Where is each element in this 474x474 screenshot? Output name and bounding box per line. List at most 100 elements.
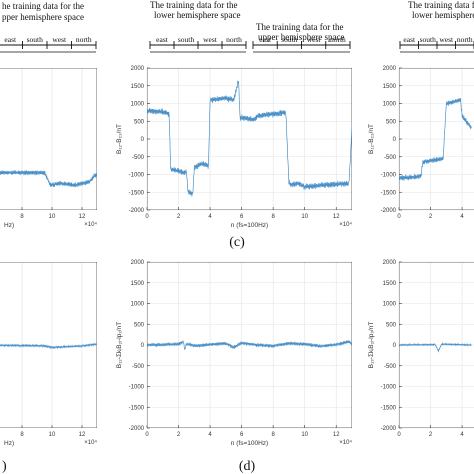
- segment-label-west: west: [439, 35, 454, 44]
- x-exponent: ×10⁴: [339, 221, 352, 228]
- y-axis-label: B₁₂-B₂₂/nT: [368, 124, 375, 154]
- y-tick-label: -2000: [381, 426, 397, 432]
- segment-label-north: north: [226, 35, 242, 44]
- upper-segment-row: east south west north: [252, 35, 351, 53]
- x-tick-label: 4: [208, 432, 212, 438]
- y-tick-label: 1000: [383, 102, 397, 108]
- segment-label-west: west: [307, 35, 322, 44]
- x-tick-label: 0: [145, 432, 149, 438]
- y-tick-label: -2000: [381, 208, 397, 214]
- x-tick-label: 10: [301, 432, 308, 438]
- y-tick-label: 500: [134, 119, 145, 125]
- upper-annotation-line1: The training data for the: [256, 22, 343, 32]
- x-tick-label: 6: [240, 214, 244, 220]
- segment-label-north: north: [76, 35, 92, 44]
- series-line: [147, 80, 352, 197]
- right-segment-row: east south west north: [399, 35, 474, 53]
- right-annotation: The training data for the lower hemisphe…: [408, 0, 474, 20]
- y-tick-label: 1500: [131, 281, 145, 287]
- chart-left-top-partial: 8 10 12×10⁴ Hz): [0, 68, 97, 229]
- series-line: [147, 339, 352, 351]
- lower-segment-row: east south west north: [149, 35, 247, 53]
- middle-annotations: The training data for the lower hemisphe…: [150, 0, 344, 42]
- series-line: [0, 169, 97, 188]
- y-axis-label: B₁₂-ΣkᵢB₂ᵢ-lp₂/nT: [116, 322, 123, 369]
- x-exponent: ×10⁴: [84, 221, 97, 228]
- x-tick-label: 8: [20, 214, 24, 220]
- x-tick-label: 8: [271, 432, 275, 438]
- segment-label-east: east: [4, 35, 17, 44]
- x-tick-label: 10: [301, 214, 308, 220]
- y-tick-label: 1500: [383, 84, 397, 90]
- y-tick-label: -1000: [381, 173, 397, 179]
- y-tick-label: -500: [384, 155, 397, 161]
- caption-left-partial: ): [2, 459, 7, 474]
- x-tick-label: 4: [460, 214, 464, 220]
- x-tick-label: 12: [333, 432, 340, 438]
- y-axis-label: B₁₃-ΣkᵢB₂ᵢ-lp₃/nT: [368, 322, 375, 369]
- y-tick-label: -1500: [381, 405, 397, 411]
- x-tick-label: 10: [49, 214, 56, 220]
- x-tick-label: 12: [333, 214, 340, 220]
- x-exponent: ×10⁴: [84, 439, 97, 446]
- x-exponent: ×10⁴: [339, 439, 352, 446]
- x-tick-label: 8: [271, 214, 275, 220]
- segment-label-east: east: [403, 35, 416, 44]
- segment-label-north: north: [330, 35, 346, 44]
- y-tick-label: 2000: [131, 260, 145, 266]
- segment-label-west: west: [52, 35, 67, 44]
- left-annotation-line1: he training data for the: [2, 1, 84, 11]
- y-tick-label: -500: [384, 364, 397, 370]
- y-tick-label: 2000: [131, 66, 145, 72]
- y-tick-label: 500: [386, 119, 397, 125]
- segment-brackets: east south west north east south west north east…: [0, 35, 474, 53]
- x-tick-label: 10: [49, 432, 56, 438]
- segment-label-south: south: [27, 35, 44, 44]
- x-tick-label: 0: [397, 214, 401, 220]
- x-axis-label: Hz): [4, 222, 14, 229]
- y-tick-label: -500: [132, 155, 145, 161]
- x-tick-label: 8: [20, 432, 24, 438]
- left-annotation: he training data for the pper hemisphere…: [2, 1, 84, 22]
- lower-annotation-line2: lower hemisphere space: [154, 10, 240, 20]
- y-tick-label: -1000: [129, 173, 145, 179]
- segment-label-east: east: [259, 35, 272, 44]
- caption-d: (d): [239, 459, 256, 474]
- x-tick-label: 4: [208, 214, 212, 220]
- segment-label-north: north: [457, 35, 473, 44]
- chart-right-bottom-partial: -2000-1500-1000-5000500100015002000024×1…: [368, 260, 474, 438]
- right-annotation-line2: lower hemisphere space: [412, 10, 474, 20]
- y-tick-label: -1000: [129, 385, 145, 391]
- y-tick-label: 2000: [383, 260, 397, 266]
- y-tick-label: 1500: [131, 84, 145, 90]
- y-tick-label: -2000: [129, 208, 145, 214]
- x-tick-label: 4: [460, 432, 464, 438]
- y-tick-label: 0: [393, 343, 397, 349]
- x-axis-label: n (fs=100Hz): [231, 440, 268, 447]
- x-tick-label: 0: [145, 214, 149, 220]
- y-tick-label: 1000: [131, 302, 145, 308]
- y-tick-label: -1000: [381, 385, 397, 391]
- y-tick-label: -1500: [129, 405, 145, 411]
- y-tick-label: -500: [132, 364, 145, 370]
- x-tick-label: 2: [429, 214, 433, 220]
- y-tick-label: 0: [393, 137, 397, 143]
- y-tick-label: 0: [141, 137, 145, 143]
- y-tick-label: 1500: [383, 281, 397, 287]
- series-line: [399, 97, 472, 181]
- y-tick-label: -2000: [129, 426, 145, 432]
- segment-label-west: west: [203, 35, 218, 44]
- left-annotation-line2: pper hemisphere space: [2, 12, 84, 22]
- x-tick-label: 0: [397, 432, 401, 438]
- segment-label-south: south: [281, 35, 298, 44]
- x-tick-label: 2: [177, 214, 181, 220]
- y-tick-label: -1500: [129, 190, 145, 196]
- y-tick-label: 2000: [383, 66, 397, 72]
- y-tick-label: 1000: [131, 102, 145, 108]
- series-line: [0, 342, 97, 350]
- y-axis-label: B₁₂-B₂₂/nT: [116, 124, 123, 154]
- x-tick-label: 12: [79, 214, 86, 220]
- lower-annotation-line1: The training data for the: [150, 0, 237, 10]
